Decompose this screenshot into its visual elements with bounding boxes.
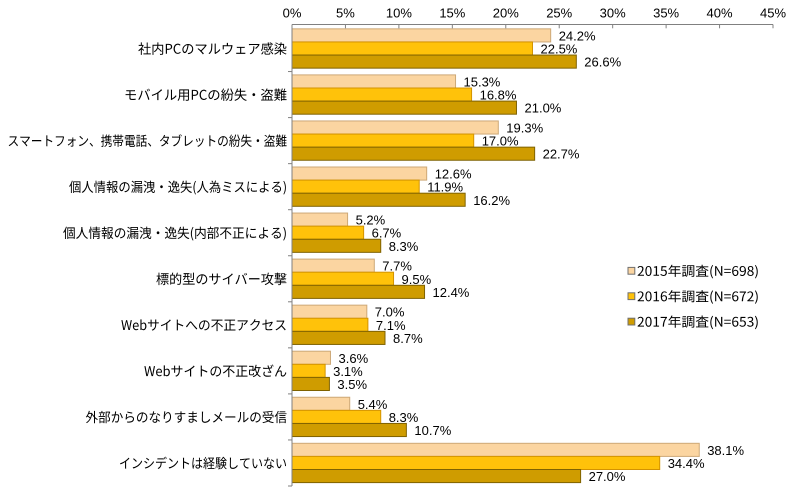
svg-text:8.3%: 8.3%	[389, 239, 419, 254]
svg-text:34.4%: 34.4%	[668, 456, 705, 471]
svg-text:9.5%: 9.5%	[402, 272, 432, 287]
svg-text:26.6%: 26.6%	[584, 55, 621, 70]
svg-text:24.2%: 24.2%	[559, 28, 596, 43]
svg-text:7.0%: 7.0%	[375, 305, 405, 320]
svg-text:3.1%: 3.1%	[333, 364, 363, 379]
svg-text:15.3%: 15.3%	[464, 74, 501, 89]
svg-text:40%: 40%	[707, 6, 733, 21]
svg-text:0%: 0%	[283, 6, 302, 21]
svg-text:20%: 20%	[493, 6, 519, 21]
svg-text:16.8%: 16.8%	[480, 88, 517, 103]
svg-text:30%: 30%	[600, 6, 626, 21]
svg-text:12.4%: 12.4%	[433, 285, 470, 300]
svg-text:27.0%: 27.0%	[589, 469, 626, 484]
svg-text:17.0%: 17.0%	[482, 134, 519, 149]
svg-text:5%: 5%	[336, 6, 355, 21]
svg-text:3.6%: 3.6%	[339, 351, 369, 366]
svg-text:8.7%: 8.7%	[393, 331, 423, 346]
svg-text:3.5%: 3.5%	[337, 377, 367, 392]
svg-text:16.2%: 16.2%	[473, 193, 510, 208]
svg-text:7.1%: 7.1%	[376, 318, 406, 333]
svg-text:19.3%: 19.3%	[506, 121, 543, 136]
svg-text:7.7%: 7.7%	[382, 259, 412, 274]
svg-text:8.3%: 8.3%	[389, 410, 419, 425]
svg-text:6.7%: 6.7%	[372, 226, 402, 241]
svg-text:12.6%: 12.6%	[435, 167, 472, 182]
svg-text:35%: 35%	[653, 6, 679, 21]
svg-text:5.2%: 5.2%	[356, 213, 386, 228]
svg-text:11.9%: 11.9%	[427, 180, 463, 195]
svg-text:10%: 10%	[386, 6, 412, 21]
svg-text:15%: 15%	[439, 6, 465, 21]
svg-text:5.4%: 5.4%	[358, 397, 388, 412]
svg-text:22.7%: 22.7%	[543, 147, 580, 162]
svg-text:22.5%: 22.5%	[541, 42, 578, 57]
svg-text:10.7%: 10.7%	[414, 423, 451, 438]
svg-text:45%: 45%	[760, 6, 786, 21]
svg-text:21.0%: 21.0%	[525, 101, 562, 116]
svg-text:38.1%: 38.1%	[707, 443, 744, 458]
svg-text:25%: 25%	[546, 6, 572, 21]
